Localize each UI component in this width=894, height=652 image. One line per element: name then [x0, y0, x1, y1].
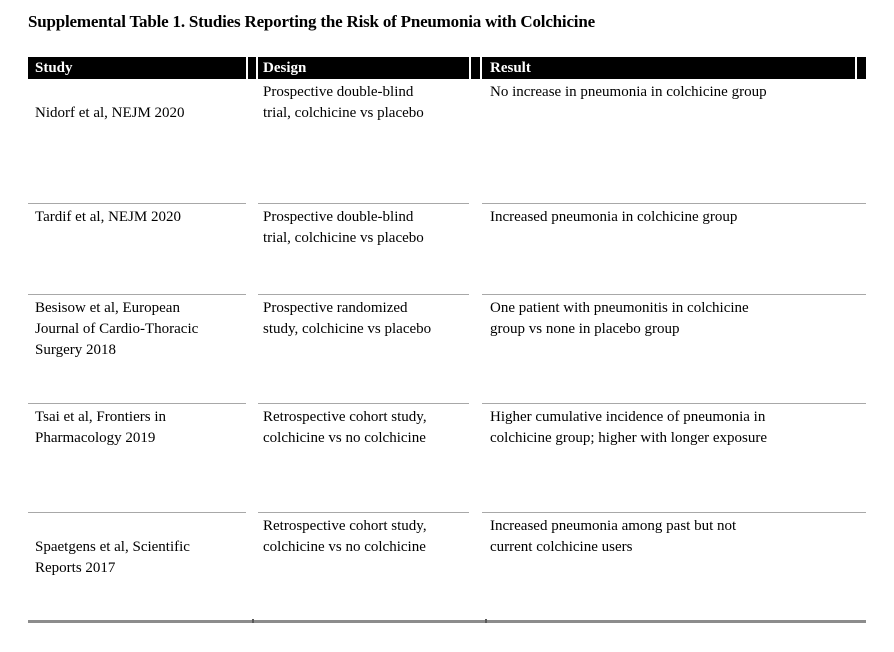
- column-header-study: Study: [28, 57, 246, 79]
- column-gap: [469, 404, 482, 513]
- table-header-row: Study Design Result: [28, 57, 866, 79]
- cell-study: Nidorf et al, NEJM 2020: [28, 79, 246, 204]
- column-divider-tick: [252, 619, 254, 623]
- column-gap: [246, 79, 258, 204]
- column-gap: [246, 204, 258, 295]
- cell-study: Tardif et al, NEJM 2020: [28, 204, 246, 295]
- table-row: Tsai et al, Frontiers in Pharmacology 20…: [28, 404, 866, 513]
- column-divider-tick: [485, 619, 487, 623]
- cell-study: Besisow et al, European Journal of Cardi…: [28, 295, 246, 404]
- header-column-gap: [855, 57, 866, 79]
- cell-result: Increased pneumonia among past but not c…: [490, 518, 737, 555]
- cell-design: Prospective double-blind trial, colchici…: [258, 79, 469, 204]
- table-row: Besisow et al, European Journal of Cardi…: [28, 295, 866, 404]
- column-header-design: Design: [258, 57, 469, 79]
- cell-result: One patient with pneumonitis in colchici…: [482, 295, 866, 404]
- column-gap: [469, 204, 482, 295]
- column-gap: [469, 295, 482, 404]
- header-column-gap: [246, 57, 258, 79]
- column-gap: [246, 295, 258, 404]
- cell-study: Tsai et al, Frontiers in Pharmacology 20…: [28, 404, 246, 513]
- header-column-gap: [469, 57, 482, 79]
- studies-table: Study Design Result Nidorf et al, NEJM 2…: [28, 57, 866, 623]
- cell-result: No increase in pneumonia in colchicine g…: [482, 79, 866, 204]
- cell-result: Increased pneumonia in colchicine group: [482, 204, 866, 295]
- column-gap: [469, 79, 482, 204]
- column-gap: [469, 513, 482, 620]
- table-row: Nidorf et al, NEJM 2020 Prospective doub…: [28, 79, 866, 204]
- table-row: Tardif et al, NEJM 2020 Prospective doub…: [28, 204, 866, 295]
- cell-design: Retrospective cohort study, colchicine v…: [263, 518, 427, 555]
- table-row: Spaetgens et al, Scientific Reports 2017…: [28, 513, 866, 620]
- cell-result: Higher cumulative incidence of pneumonia…: [482, 404, 866, 513]
- table-bottom-border: [28, 619, 866, 623]
- table-title: Supplemental Table 1. Studies Reporting …: [28, 12, 595, 31]
- cell-design: Prospective randomized study, colchicine…: [258, 295, 469, 404]
- cell-study: Spaetgens et al, Scientific Reports 2017: [35, 539, 190, 576]
- column-header-result: Result: [482, 57, 855, 79]
- table-body: Nidorf et al, NEJM 2020 Prospective doub…: [28, 79, 866, 620]
- cell-design: Retrospective cohort study, colchicine v…: [258, 404, 469, 513]
- column-gap: [246, 404, 258, 513]
- column-gap: [246, 513, 258, 620]
- cell-design: Prospective double-blind trial, colchici…: [258, 204, 469, 295]
